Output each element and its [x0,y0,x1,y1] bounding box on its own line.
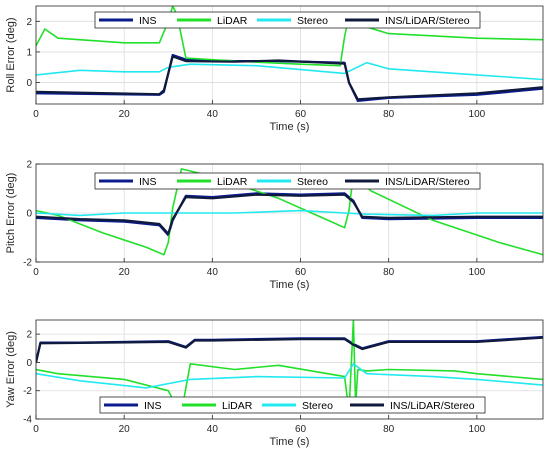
x-tick-label: 100 [469,109,486,120]
subplot-3: 0 20 40 60 80 100 -4 -2 0 2 Time (s) Yaw Error (deg… [5,319,544,448]
series-line-fusion [36,336,543,363]
x-axis-label: Time (s) [270,436,310,448]
x-tick-label: 0 [33,109,39,120]
x-tick-label: 80 [383,109,395,120]
legend-entry-label: INS/LiDAR/Stereo [385,15,470,27]
x-axis-label: Time (s) [270,121,310,133]
x-tick-label: 100 [469,424,486,435]
series-line-stereo [36,209,543,217]
x-tick-label: 80 [383,424,395,435]
y-tick-label: 1 [26,47,32,58]
legend-entry-label: LiDAR [217,176,248,188]
legend-entry-label: INS/LiDAR/Stereo [390,400,475,412]
x-tick-label: 40 [207,424,219,435]
y-tick-label: -4 [23,415,32,426]
y-tick-label: -2 [23,258,32,269]
y-axis-label: Pitch Error (deg) [5,173,17,254]
series-line-stereo [36,61,543,81]
legend-entry-label: INS [139,176,157,188]
x-axis-label: Time (s) [270,279,310,291]
x-tick-label: 20 [119,109,131,120]
legend-entry-label: INS/LiDAR/Stereo [385,176,470,188]
x-tick-label: 40 [207,109,219,120]
x-tick-label: 20 [119,424,131,435]
legend-entry-label: LiDAR [217,15,248,27]
legend-entry-label: Stereo [297,176,328,188]
x-tick-label: 20 [119,267,131,278]
series-line-fusion [36,193,543,235]
x-tick-label: 60 [295,109,307,120]
series-line-ins [36,192,543,237]
y-axis-label: Roll Error (deg) [5,17,17,92]
subplot-1: 0 20 40 60 80 100 0 1 2 Time (s) Roll Error (deg) I… [5,5,544,133]
axes-box [35,5,544,105]
y-tick-label: -2 [23,386,32,397]
legend: INS LiDAR Stereo INS/LiDAR/Stereo [94,172,481,190]
y-tick-label: 2 [26,17,32,28]
x-tick-label: 40 [207,267,219,278]
legend: INS LiDAR Stereo INS/LiDAR/Stereo [99,396,486,414]
legend-entry-label: Stereo [302,400,333,412]
y-tick-label: 0 [26,78,32,89]
x-tick-label: 60 [295,424,307,435]
series-line-fusion [36,55,543,101]
series-line-stereo [36,362,543,389]
legend: INS LiDAR Stereo INS/LiDAR/Stereo [94,11,481,29]
y-tick-label: 0 [26,358,32,369]
y-tick-label: 0 [26,209,32,220]
series-line-lidar [36,168,543,256]
x-tick-label: 60 [295,267,307,278]
x-tick-label: 80 [383,267,395,278]
axes-box [35,319,544,420]
legend-entry-label: INS [144,400,162,412]
y-tick-label: 2 [26,330,32,341]
y-tick-label: 2 [26,160,32,171]
y-axis-label: Yaw Error (deg) [5,331,17,408]
legend-entry-label: Stereo [297,15,328,27]
x-tick-label: 0 [33,424,39,435]
x-tick-label: 0 [33,267,39,278]
legend-entry-label: INS [139,15,157,27]
axes-box [35,163,544,263]
x-tick-label: 100 [469,267,486,278]
legend-entry-label: LiDAR [222,400,253,412]
